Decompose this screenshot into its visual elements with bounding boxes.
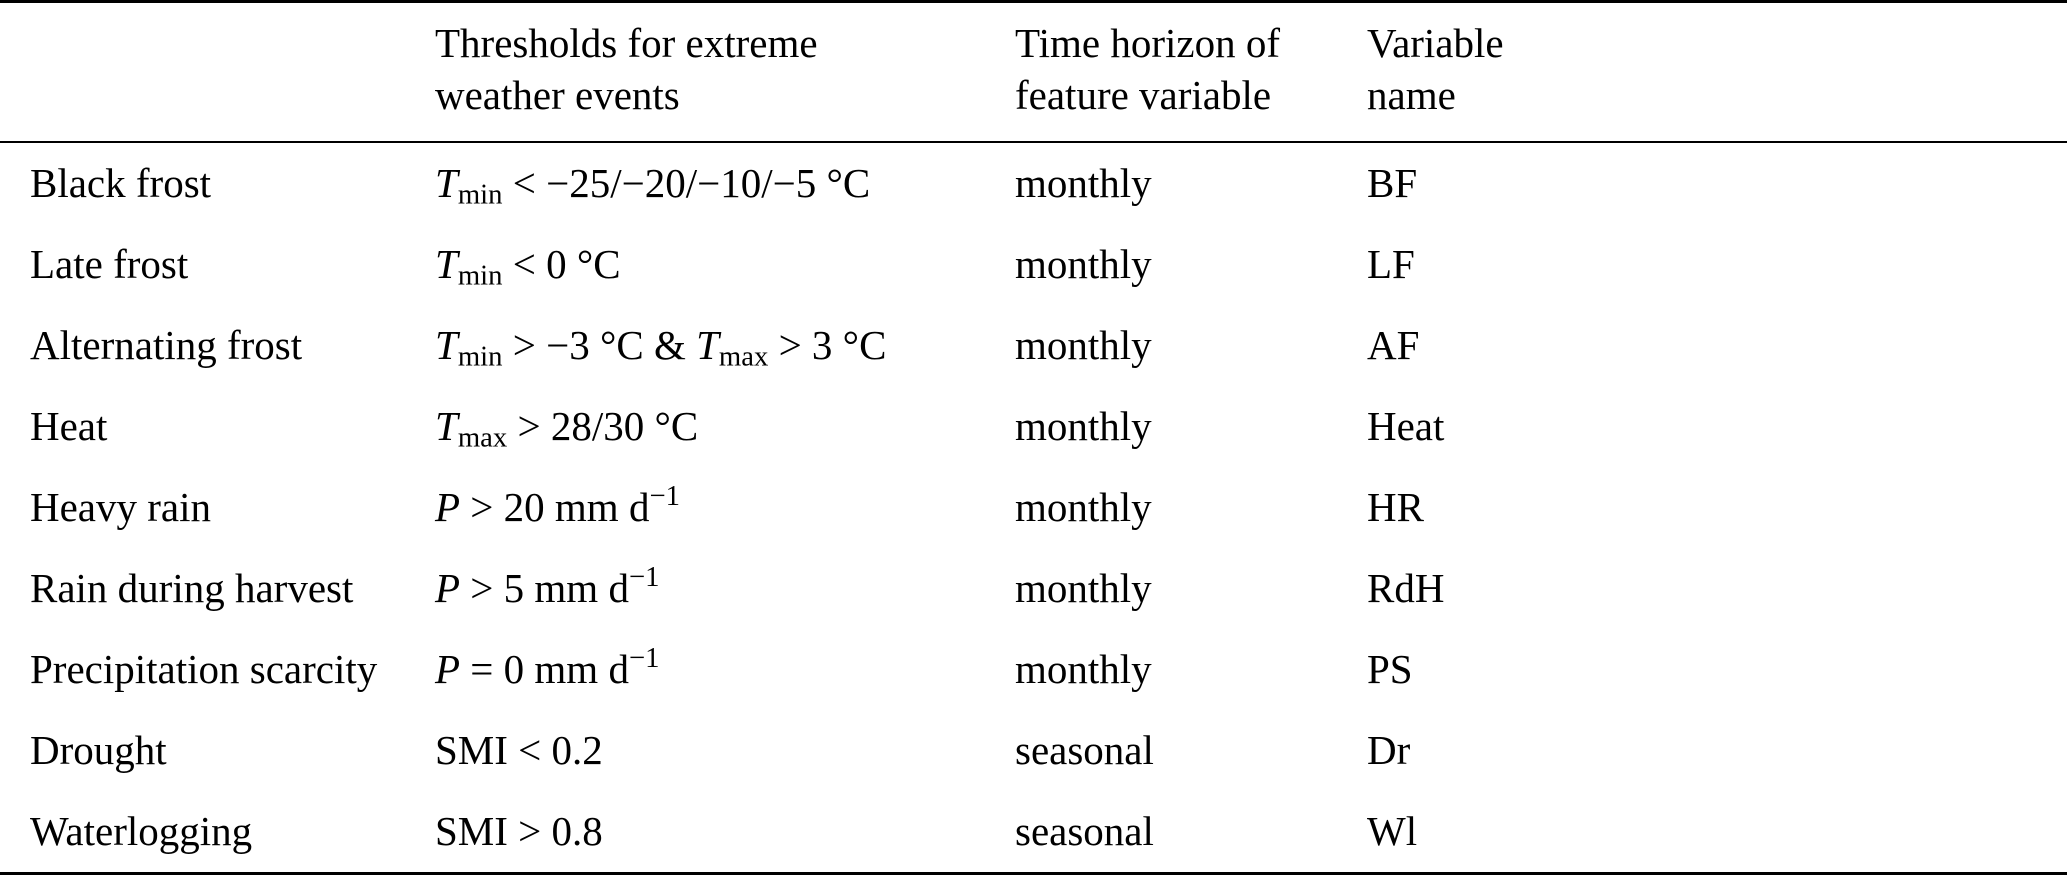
event-name: Heat xyxy=(30,403,108,449)
math-variable: T xyxy=(435,160,458,206)
math-text: < 0 °C xyxy=(502,241,621,287)
variable-name: HR xyxy=(1367,484,1424,530)
math-variable: P xyxy=(435,484,461,530)
event-name: Drought xyxy=(30,727,167,773)
event-name: Black frost xyxy=(30,160,212,206)
event-name: Heavy rain xyxy=(30,484,211,530)
math-superscript: −1 xyxy=(628,561,660,594)
time-horizon: monthly xyxy=(1015,403,1152,449)
time-horizon: monthly xyxy=(1015,160,1152,206)
header-line: Thresholds for extreme xyxy=(435,20,818,66)
time-horizon: monthly xyxy=(1015,565,1152,611)
table-row: Alternating frost Tmin > −3 °C & Tmax > 3… xyxy=(0,305,2067,386)
threshold-formula: SMI < 0.2 xyxy=(435,710,1015,791)
math-text: > 28/30 °C xyxy=(507,403,699,449)
math-text: > −3 °C & xyxy=(502,322,697,368)
math-subscript: min xyxy=(457,178,503,211)
header-time-horizon-column: Time horizon of feature variable xyxy=(1015,1,1367,143)
time-horizon: seasonal xyxy=(1015,808,1154,854)
math-subscript: max xyxy=(718,340,769,373)
variable-name: LF xyxy=(1367,241,1415,287)
variable-name: Wl xyxy=(1367,808,1418,854)
variable-name: AF xyxy=(1367,322,1420,368)
variable-name: RdH xyxy=(1367,565,1445,611)
variable-name: BF xyxy=(1367,160,1418,206)
math-variable: T xyxy=(435,322,458,368)
header-variable-name-column: Variable name xyxy=(1367,1,2067,143)
header-event-column xyxy=(0,1,435,143)
threshold-formula: P > 5 mm d−1 xyxy=(435,548,1015,629)
math-text: > 5 mm d xyxy=(460,565,629,611)
math-subscript: max xyxy=(457,421,508,454)
threshold-formula: Tmin < 0 °C xyxy=(435,224,1015,305)
math-variable: T xyxy=(435,241,458,287)
event-name: Late frost xyxy=(30,241,189,287)
table-row: Heavy rain P > 20 mm d−1 monthly HR xyxy=(0,467,2067,548)
variable-name: Dr xyxy=(1367,727,1411,773)
time-horizon: monthly xyxy=(1015,484,1152,530)
header-thresholds-column: Thresholds for extreme weather events xyxy=(435,1,1015,143)
math-variable: T xyxy=(696,322,719,368)
header-line xyxy=(30,69,435,121)
threshold-formula: Tmax > 28/30 °C xyxy=(435,386,1015,467)
header-line: weather events xyxy=(435,72,680,118)
table-header: Thresholds for extreme weather events Ti… xyxy=(0,1,2067,143)
time-horizon: monthly xyxy=(1015,646,1152,692)
event-name: Waterlogging xyxy=(30,808,253,854)
math-text: > 3 °C xyxy=(768,322,887,368)
math-superscript: −1 xyxy=(649,480,680,513)
table-body: Black frost Tmin < −25/−20/−10/−5 °C month… xyxy=(0,142,2067,874)
threshold-formula: Tmin > −3 °C & Tmax > 3 °C xyxy=(435,305,1015,386)
event-name: Rain during harvest xyxy=(30,565,354,611)
header-line: Variable xyxy=(1367,20,1504,66)
variable-name: PS xyxy=(1367,646,1413,692)
header-line: name xyxy=(1367,72,1456,118)
table-row: Black frost Tmin < −25/−20/−10/−5 °C month… xyxy=(0,142,2067,224)
math-superscript: −1 xyxy=(628,642,660,675)
header-line xyxy=(30,17,435,69)
math-text: = 0 mm d xyxy=(460,646,629,692)
math-text: SMI > 0.8 xyxy=(435,808,603,854)
header-line: Time horizon of xyxy=(1015,20,1280,66)
event-name: Alternating frost xyxy=(30,322,303,368)
table-row: Heat Tmax > 28/30 °C monthly Heat xyxy=(0,386,2067,467)
math-subscript: min xyxy=(457,259,503,292)
header-row: Thresholds for extreme weather events Ti… xyxy=(0,1,2067,143)
table-row: Rain during harvest P > 5 mm d−1 monthly Rd… xyxy=(0,548,2067,629)
threshold-formula: SMI > 0.8 xyxy=(435,791,1015,874)
math-variable: P xyxy=(435,565,461,611)
event-name: Precipitation scarcity xyxy=(30,646,378,692)
table-row: Drought SMI < 0.2 seasonal Dr xyxy=(0,710,2067,791)
time-horizon: seasonal xyxy=(1015,727,1154,773)
math-text: SMI < 0.2 xyxy=(435,727,603,773)
threshold-formula: P = 0 mm d−1 xyxy=(435,629,1015,710)
math-subscript: min xyxy=(457,340,503,373)
table-row: Precipitation scarcity P = 0 mm d−1 monthl… xyxy=(0,629,2067,710)
time-horizon: monthly xyxy=(1015,322,1152,368)
math-variable: P xyxy=(435,646,461,692)
table-row: Waterlogging SMI > 0.8 seasonal Wl xyxy=(0,791,2067,874)
threshold-formula: P > 20 mm d−1 xyxy=(435,467,1015,548)
math-text: > 20 mm d xyxy=(460,484,650,530)
time-horizon: monthly xyxy=(1015,241,1152,287)
threshold-formula: Tmin < −25/−20/−10/−5 °C xyxy=(435,142,1015,224)
header-line: feature variable xyxy=(1015,72,1272,118)
math-text: < −25/−20/−10/−5 °C xyxy=(502,160,871,206)
variable-name: Heat xyxy=(1367,403,1445,449)
table-row: Late frost Tmin < 0 °C monthly LF xyxy=(0,224,2067,305)
math-variable: T xyxy=(435,403,458,449)
